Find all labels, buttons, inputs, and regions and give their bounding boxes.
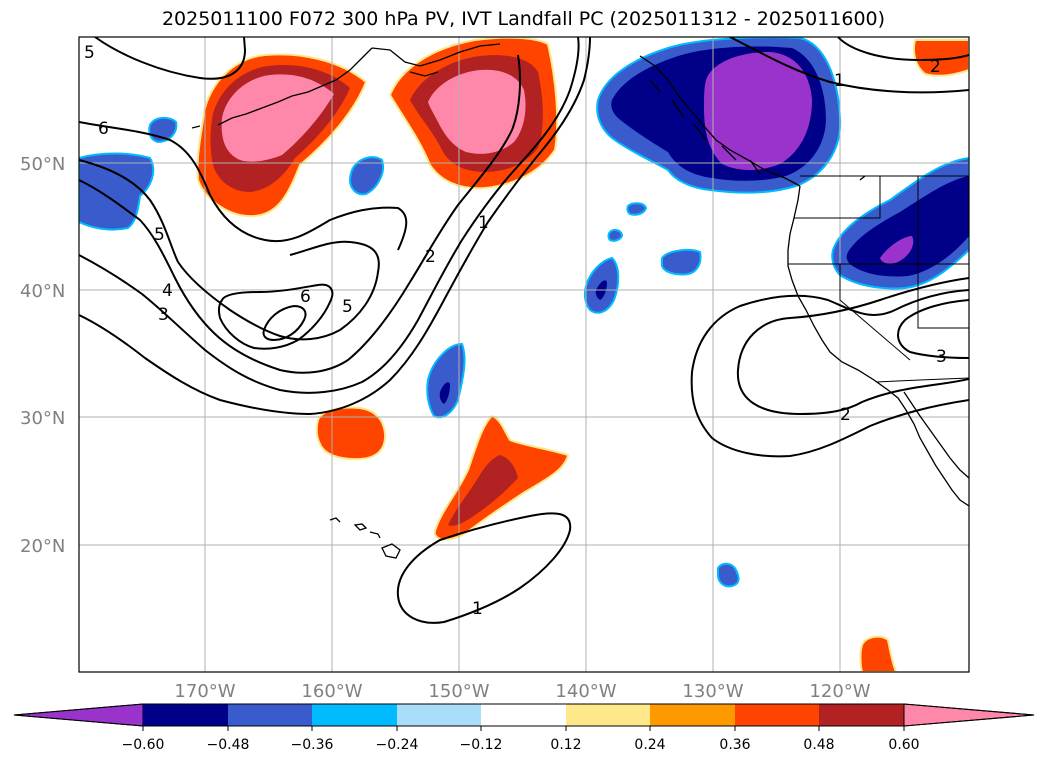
contour-label: 6 bbox=[98, 119, 109, 139]
lon-label: 140°W bbox=[555, 681, 616, 702]
lat-label: 40°N bbox=[20, 281, 65, 302]
colorbar-tick-label: −0.12 bbox=[460, 737, 503, 753]
lon-label: 130°W bbox=[682, 681, 743, 702]
lat-label: 50°N bbox=[20, 154, 65, 175]
colorbar-segment bbox=[228, 704, 312, 726]
colorbar-tick-label: 0.60 bbox=[888, 737, 919, 753]
lon-label: 120°W bbox=[809, 681, 870, 702]
lon-label: 160°W bbox=[301, 681, 362, 702]
colorbar-extend-high bbox=[903, 703, 1035, 727]
contour-label: 5 bbox=[154, 225, 165, 245]
contour-label: 2 bbox=[930, 57, 941, 77]
contour-label: 5 bbox=[84, 43, 95, 63]
lon-label: 170°W bbox=[174, 681, 235, 702]
contour-label: 6 bbox=[300, 287, 311, 307]
contour-label: 2 bbox=[425, 247, 436, 267]
colorbar-tick-label: 0.48 bbox=[803, 737, 834, 753]
lon-label: 150°W bbox=[428, 681, 489, 702]
lat-label: 30°N bbox=[20, 408, 65, 429]
contour-label: 1 bbox=[478, 213, 489, 233]
colorbar-tick-label: −0.60 bbox=[122, 737, 165, 753]
latitude-labels: 50°N 40°N 30°N 20°N bbox=[20, 154, 65, 557]
contour-label: 2 bbox=[840, 405, 851, 425]
lat-label: 20°N bbox=[20, 536, 65, 557]
colorbar-tick-label: 0.36 bbox=[719, 737, 750, 753]
colorbar-extend-low bbox=[13, 703, 144, 727]
colorbar-segment bbox=[397, 704, 481, 726]
colorbar: −0.60 −0.48 −0.36 −0.24 −0.12 0.12 0.24 … bbox=[13, 703, 1035, 753]
coastlines bbox=[191, 43, 969, 559]
contour-label: 5 bbox=[342, 297, 353, 317]
colorbar-segment bbox=[566, 704, 650, 726]
colorbar-tick-label: −0.36 bbox=[291, 737, 334, 753]
ivt-contours bbox=[79, 37, 969, 624]
contour-labels: 5 6 5 4 3 6 5 2 1 1 2 3 2 1 bbox=[84, 43, 947, 619]
colorbar-tick-marks bbox=[142, 726, 905, 731]
pv-negative-anomaly-shading bbox=[79, 37, 969, 588]
contour-label: 4 bbox=[162, 281, 173, 301]
pv-positive-anomaly-shading bbox=[196, 37, 969, 672]
colorbar-segment bbox=[143, 704, 228, 726]
colorbar-tick-label: −0.24 bbox=[376, 737, 419, 753]
map-title: 2025011100 F072 300 hPa PV, IVT Landfall… bbox=[161, 8, 886, 30]
colorbar-tick-label: 0.24 bbox=[634, 737, 665, 753]
colorbar-segment bbox=[481, 704, 566, 726]
contour-label: 1 bbox=[472, 599, 483, 619]
colorbar-segment bbox=[650, 704, 735, 726]
colorbar-tick-label: 0.12 bbox=[550, 737, 581, 753]
longitude-labels: 170°W 160°W 150°W 140°W 130°W 120°W bbox=[174, 681, 870, 702]
political-borders bbox=[788, 175, 969, 383]
colorbar-tick-labels: −0.60 −0.48 −0.36 −0.24 −0.12 0.12 0.24 … bbox=[122, 737, 920, 753]
colorbar-segment bbox=[735, 704, 819, 726]
colorbar-tick-label: −0.48 bbox=[207, 737, 250, 753]
contour-label: 3 bbox=[936, 347, 947, 367]
contour-label: 3 bbox=[158, 305, 169, 325]
contour-label: 1 bbox=[834, 71, 845, 91]
graticule bbox=[79, 37, 969, 672]
plot-frame bbox=[78, 36, 970, 673]
colorbar-segment bbox=[312, 704, 397, 726]
colorbar-segment bbox=[819, 704, 904, 726]
